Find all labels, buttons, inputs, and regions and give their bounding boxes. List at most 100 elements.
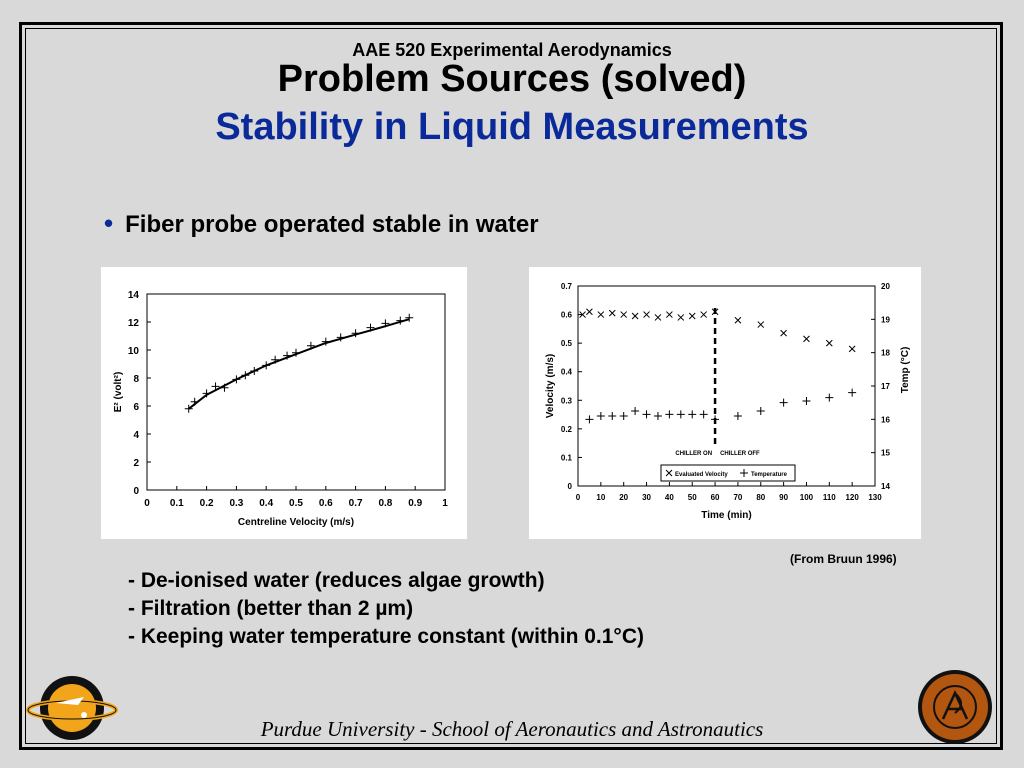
- data-point: [271, 355, 280, 364]
- legend-temperature-label: Temperature: [751, 472, 788, 478]
- velocity-point: [654, 314, 662, 321]
- temperature-point: [608, 412, 617, 420]
- source-credit: (From Bruun 1996): [790, 552, 897, 566]
- x-tick-label: 80: [756, 493, 765, 502]
- x-tick-label: 130: [868, 493, 882, 502]
- annotation-chiller-on: CHILLER ON: [675, 451, 712, 457]
- footer-text: Purdue University - School of Aeronautic…: [260, 717, 764, 741]
- velocity-point: [677, 314, 685, 321]
- y2-tick-label: 15: [881, 449, 890, 458]
- temperature-point: [688, 410, 697, 419]
- x-tick-label: 20: [619, 493, 628, 502]
- x-tick-label: 0.3: [229, 498, 243, 509]
- detail-item-temperature: - Keeping water temperature constant (wi…: [128, 625, 644, 648]
- temperature-point: [642, 410, 651, 419]
- velocity-point: [757, 321, 765, 328]
- x-tick-label: 100: [800, 493, 814, 502]
- y-tick-label: 14: [128, 290, 140, 301]
- velocity-point: [700, 311, 708, 318]
- temperature-point: [619, 412, 628, 420]
- temperature-point: [585, 415, 594, 424]
- y2-tick-label: 18: [881, 349, 890, 358]
- x-tick-label: 0.6: [319, 498, 333, 509]
- x-tick-label: 0.4: [259, 498, 273, 509]
- velocity-point: [608, 309, 616, 317]
- x-tick-label: 50: [688, 493, 697, 502]
- velocity-point: [643, 311, 650, 318]
- slide-outer-frame: [19, 22, 1003, 750]
- slide-subtitle: Stability in Liquid Measurements: [215, 106, 809, 148]
- fit-curve: [188, 318, 410, 410]
- velocity-point: [734, 316, 742, 324]
- data-point: [292, 348, 300, 357]
- temperature-point: [825, 393, 834, 402]
- x-tick-label: 0.8: [378, 498, 392, 509]
- data-point: [381, 319, 390, 328]
- velocity-point: [688, 312, 696, 320]
- temperature-point: [653, 412, 662, 420]
- y-tick-label: 0: [568, 482, 573, 491]
- data-point: [184, 404, 193, 413]
- velocity-point: [631, 312, 639, 320]
- annotation-chiller-off: CHILLER OFF: [720, 451, 760, 457]
- y-tick-label: 0.1: [561, 453, 573, 462]
- y-tick-label: 12: [128, 318, 140, 329]
- data-point: [405, 313, 414, 322]
- x-tick-label: 120: [845, 493, 859, 502]
- y-tick-label: 6: [133, 402, 139, 413]
- chart-panel-left: 0 0.1 0.2 0.3 0.4 0.5 0.6 0.7 0.8 0.9 1 0 2 4 6 8 10 12 14…: [101, 267, 467, 539]
- x-tick-label: 40: [665, 493, 674, 502]
- slide-title: Problem Sources (solved): [277, 58, 747, 100]
- x-tick-label: 90: [779, 493, 788, 502]
- data-point: [351, 329, 360, 338]
- temperature-point: [802, 397, 811, 405]
- x-tick-label: 0: [576, 493, 581, 502]
- y-tick-label: 0.6: [561, 311, 573, 320]
- y-tick-label: 10: [128, 346, 140, 357]
- purdue-seal-icon: [918, 670, 992, 744]
- velocity-point: [803, 335, 810, 343]
- y-tick-label: 0.2: [561, 425, 573, 434]
- temperature-point: [711, 415, 720, 424]
- y-tick-label: 4: [133, 430, 139, 441]
- velocity-point: [597, 311, 605, 318]
- temperature-point: [596, 412, 605, 420]
- data-point: [283, 351, 292, 360]
- course-name: AAE 520 Experimental Aerodynamics: [352, 40, 672, 60]
- temperature-point: [676, 410, 685, 419]
- y-tick-label: 0: [133, 486, 139, 497]
- bullet-dot-icon: •: [104, 208, 114, 238]
- velocity-point: [586, 308, 593, 316]
- detail-item-deionised: - De-ionised water (reduces algae growth…: [128, 569, 545, 592]
- y2-tick-label: 19: [881, 315, 890, 324]
- legend-velocity-label: Evaluated Velocity: [675, 472, 728, 478]
- y2-tick-label: 20: [881, 282, 890, 291]
- y-tick-label: 0.4: [561, 368, 573, 377]
- y-tick-label: 8: [133, 374, 139, 385]
- temperature-point: [779, 398, 788, 407]
- temperature-point: [848, 388, 857, 397]
- y-tick-label: 0.5: [561, 339, 573, 348]
- data-point: [190, 397, 199, 406]
- x-tick-label: 0: [144, 498, 150, 509]
- data-point: [241, 371, 250, 380]
- purdue-seal-logo: [915, 669, 995, 745]
- aero-astro-logo: [26, 673, 118, 743]
- stability-chart: 0 10 20 30 40 50 60 70 80 90 100 110 120 130 0 0.1 0.2 0.…: [545, 282, 911, 521]
- y-tick-label: 0.3: [561, 396, 573, 405]
- bullet-text: Fiber probe operated stable in water: [125, 211, 539, 238]
- legend-box: [660, 464, 796, 482]
- y-tick-label: 0.7: [561, 282, 573, 291]
- data-point: [336, 333, 345, 342]
- data-point: [306, 341, 315, 350]
- data-point: [396, 316, 405, 325]
- temperature-point: [665, 410, 674, 419]
- x-tick-label: 0.2: [200, 498, 214, 509]
- velocity-point: [780, 329, 787, 337]
- y-axis-label: Velocity (m/s): [545, 354, 556, 418]
- x-tick-label: 30: [642, 493, 651, 502]
- temperature-point: [631, 407, 640, 415]
- x-tick-label: 0.7: [349, 498, 363, 509]
- temperature-point: [756, 407, 765, 415]
- detail-item-filtration: - Filtration (better than 2 µm): [128, 597, 414, 620]
